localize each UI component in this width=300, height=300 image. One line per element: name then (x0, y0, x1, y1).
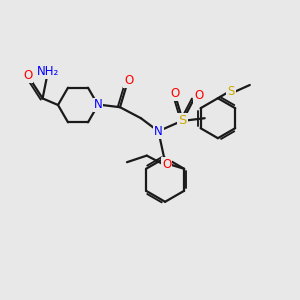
Text: O: O (162, 158, 171, 171)
Text: S: S (178, 114, 187, 127)
Text: O: O (170, 87, 180, 100)
Text: N: N (154, 125, 163, 138)
Text: N: N (94, 98, 102, 112)
Text: O: O (124, 74, 133, 87)
Text: S: S (227, 85, 235, 98)
Text: NH₂: NH₂ (37, 65, 59, 78)
Text: O: O (194, 89, 203, 102)
Text: O: O (23, 69, 32, 82)
